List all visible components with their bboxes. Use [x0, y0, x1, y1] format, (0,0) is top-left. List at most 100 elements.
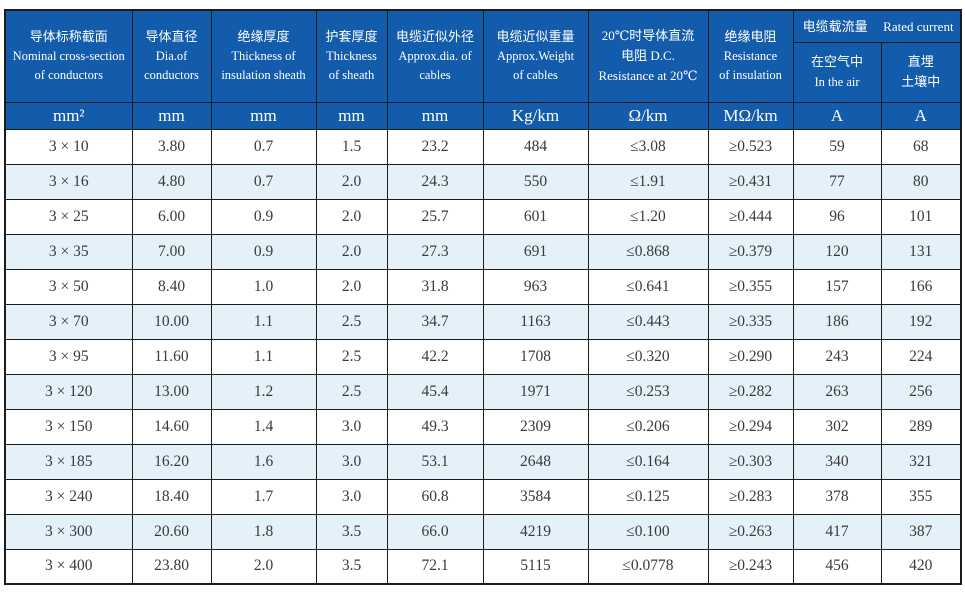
cell-insulation-resistance: ≥0.282 [707, 373, 794, 410]
cell-nominal-cross-section: 3 × 10 [4, 128, 133, 165]
cell-insulation-resistance: ≥0.290 [707, 338, 794, 375]
header-line: of cables [513, 68, 558, 83]
cell-insulation-resistance: ≥0.431 [707, 163, 794, 200]
cell-insulation-resistance: ≥0.294 [707, 408, 794, 445]
cell-insulation-resistance: ≥0.335 [707, 303, 794, 340]
cell-conductor-diameter: 8.40 [131, 268, 212, 305]
cell-nominal-cross-section: 3 × 95 [4, 338, 133, 375]
cell-approx-outer-diameter: 27.3 [386, 233, 484, 270]
cell-insulation-thickness: 0.7 [210, 163, 317, 200]
cell-conductor-diameter: 10.00 [131, 303, 212, 340]
header-line: 导体标称截面 [29, 28, 108, 44]
cell-nominal-cross-section: 3 × 240 [4, 478, 133, 515]
cell-nominal-cross-section: 3 × 150 [4, 408, 133, 445]
unit-insulation-resistance: MΩ/km [707, 101, 794, 130]
cell-approx-outer-diameter: 45.4 [386, 373, 484, 410]
header-line: 导体直径 [145, 28, 198, 44]
rated-current-group-labels: 电缆载流量 Rated current [794, 16, 960, 38]
cell-dc-resistance-20c: ≤0.443 [587, 303, 709, 340]
cell-insulation-resistance: ≥0.379 [707, 233, 794, 270]
cell-current-buried: 355 [880, 478, 962, 515]
cable-spec-table: 导体标称截面 Nominal cross-section of conductors… [4, 9, 962, 585]
cell-conductor-diameter: 16.20 [131, 443, 212, 480]
cell-conductor-diameter: 3.80 [131, 128, 212, 165]
unit-current-in-air: A [792, 101, 882, 130]
cell-conductor-diameter: 7.00 [131, 233, 212, 270]
cell-approx-outer-diameter: 31.8 [386, 268, 484, 305]
cell-nominal-cross-section: 3 × 50 [4, 268, 133, 305]
cell-current-buried: 166 [880, 268, 962, 305]
cell-approx-outer-diameter: 72.1 [386, 548, 484, 585]
cell-dc-resistance-20c: ≤0.641 [587, 268, 709, 305]
unit-conductor-diameter: mm [131, 101, 212, 130]
group-header-label-left: 电缆载流量 [802, 18, 868, 34]
cell-insulation-thickness: 1.7 [210, 478, 317, 515]
cell-current-in-air: 378 [792, 478, 882, 515]
cell-current-in-air: 302 [792, 408, 882, 445]
cell-insulation-thickness: 1.8 [210, 513, 317, 550]
cell-conductor-diameter: 13.00 [131, 373, 212, 410]
cell-current-in-air: 120 [792, 233, 882, 270]
column-header-rated-current-group: 电缆载流量 Rated current [792, 9, 962, 43]
cell-current-buried: 80 [880, 163, 962, 200]
header-line: Nominal cross-section [12, 48, 125, 63]
cell-dc-resistance-20c: ≤1.91 [587, 163, 709, 200]
header-line: Resistance [723, 48, 778, 63]
cell-approx-weight: 1163 [482, 303, 589, 340]
cell-sheath-thickness: 2.0 [315, 268, 388, 305]
header-line: 直埋 [907, 54, 934, 70]
cell-insulation-resistance: ≥0.355 [707, 268, 794, 305]
cell-approx-outer-diameter: 66.0 [386, 513, 484, 550]
column-header-conductor-diameter: 导体直径 Dia.of conductors [131, 9, 212, 103]
cell-current-buried: 387 [880, 513, 962, 550]
cell-sheath-thickness: 3.0 [315, 478, 388, 515]
table-row: 3 × 35 7.00 0.9 2.0 27.3 691 ≤0.868 ≥0.379 120 13… [4, 233, 962, 270]
column-subheader-current-in-air: 在空气中 In the air [792, 42, 882, 103]
group-header-label-right: Rated current [883, 18, 954, 34]
cell-sheath-thickness: 2.5 [315, 338, 388, 375]
cell-current-in-air: 263 [792, 373, 882, 410]
table-row: 3 × 185 16.20 1.6 3.0 53.1 2648 ≤0.164 ≥0.303 34… [4, 443, 962, 480]
table-row: 3 × 300 20.60 1.8 3.5 66.0 4219 ≤0.100 ≥0.263 41… [4, 513, 962, 550]
cell-insulation-thickness: 1.6 [210, 443, 317, 480]
unit-current-buried: A [880, 101, 962, 130]
table-row: 3 × 95 11.60 1.1 2.5 42.2 1708 ≤0.320 ≥0.290 243… [4, 338, 962, 375]
header-line: Dia.of [155, 48, 188, 63]
header-line: Resistance at 20℃ [598, 68, 698, 84]
table-row: 3 × 70 10.00 1.1 2.5 34.7 1163 ≤0.443 ≥0.335 186… [4, 303, 962, 340]
table-row: 3 × 25 6.00 0.9 2.0 25.7 601 ≤1.20 ≥0.444 96 101 [4, 198, 962, 235]
header-line: Approx.dia. of [398, 48, 472, 63]
header-line: Thickness of [231, 48, 296, 63]
cell-dc-resistance-20c: ≤0.253 [587, 373, 709, 410]
cell-approx-outer-diameter: 60.8 [386, 478, 484, 515]
unit-insulation-thickness: mm [210, 101, 317, 130]
cell-nominal-cross-section: 3 × 16 [4, 163, 133, 200]
cell-dc-resistance-20c: ≤0.320 [587, 338, 709, 375]
header-line: Thickness [326, 48, 377, 63]
cell-insulation-thickness: 1.2 [210, 373, 317, 410]
cell-sheath-thickness: 2.0 [315, 233, 388, 270]
cell-sheath-thickness: 2.0 [315, 198, 388, 235]
cell-dc-resistance-20c: ≤3.08 [587, 128, 709, 165]
cell-dc-resistance-20c: ≤0.125 [587, 478, 709, 515]
cell-approx-outer-diameter: 42.2 [386, 338, 484, 375]
cell-insulation-thickness: 0.7 [210, 128, 317, 165]
cell-current-buried: 68 [880, 128, 962, 165]
cell-dc-resistance-20c: ≤0.0778 [587, 548, 709, 585]
header-line: 绝缘厚度 [237, 28, 290, 44]
table-row: 3 × 50 8.40 1.0 2.0 31.8 963 ≤0.641 ≥0.355 157 16… [4, 268, 962, 305]
header-line: of conductors [34, 68, 103, 83]
cell-approx-weight: 550 [482, 163, 589, 200]
unit-approx-weight: Kg/km [482, 101, 589, 130]
cell-approx-weight: 484 [482, 128, 589, 165]
table-row: 3 × 120 13.00 1.2 2.5 45.4 1971 ≤0.253 ≥0.282 26… [4, 373, 962, 410]
cell-approx-weight: 4219 [482, 513, 589, 550]
column-header-insulation-resistance: 绝缘电阻 Resistance of insulation [707, 9, 794, 103]
cell-insulation-thickness: 1.1 [210, 303, 317, 340]
header-line: of sheath [328, 68, 375, 83]
cell-approx-outer-diameter: 53.1 [386, 443, 484, 480]
cell-approx-weight: 5115 [482, 548, 589, 585]
cell-approx-weight: 691 [482, 233, 589, 270]
header-line: In the air [814, 74, 860, 89]
cell-dc-resistance-20c: ≤0.100 [587, 513, 709, 550]
